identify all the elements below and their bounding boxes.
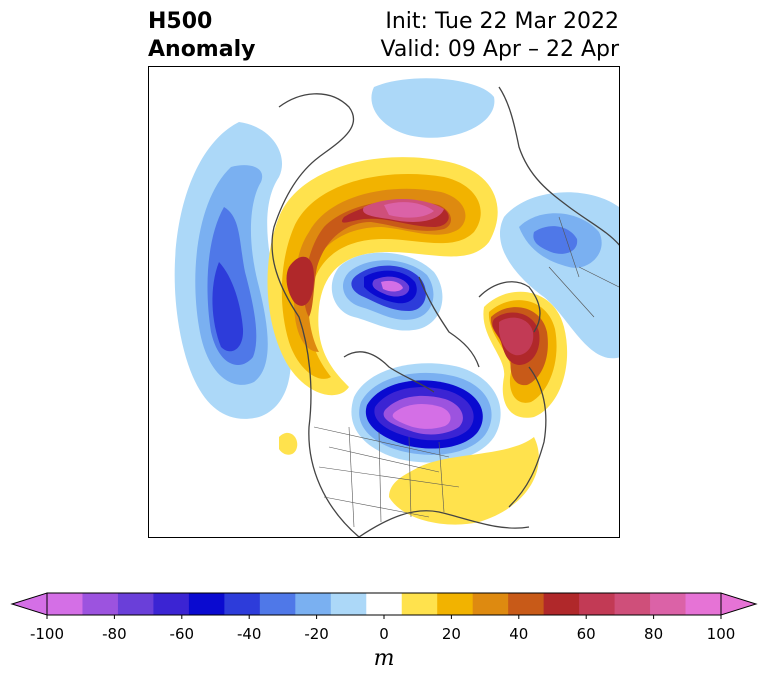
colorbar-swatch [153, 593, 190, 615]
anomaly-arctic-western-canada-high [267, 157, 498, 396]
colorbar-tick-label: 0 [379, 625, 389, 643]
colorbar-extend-low [10, 592, 48, 616]
colorbar-tick-label: -20 [304, 625, 329, 643]
colorbar-tick-label: 100 [706, 625, 736, 643]
anomaly-beaufort-low [331, 252, 443, 331]
chart-title: H500 Anomaly [148, 8, 255, 64]
map-panel [148, 66, 620, 538]
colorbar-tick-label: -80 [102, 625, 127, 643]
colorbar-tick-label: -40 [236, 625, 262, 643]
colorbar-tick-label: 40 [509, 625, 529, 643]
colorbar-swatch [117, 593, 154, 615]
valid-range: Valid: 09 Apr – 22 Apr [380, 37, 620, 62]
colorbar-swatch [330, 593, 367, 615]
colorbar-unit-label: m [373, 646, 395, 671]
colorbar-swatch [437, 593, 474, 615]
colorbar-swatch [650, 593, 687, 615]
colorbar-extend-high [720, 592, 758, 616]
colorbar-swatch [47, 593, 83, 615]
colorbar-swatch [259, 593, 296, 615]
colorbar-swatch [295, 593, 332, 615]
colorbar-swatch [614, 593, 651, 615]
colorbar-swatch [366, 593, 403, 615]
colorbar-swatch [472, 593, 509, 615]
colorbar-swatch [579, 593, 616, 615]
colorbar-swatch [401, 593, 438, 615]
colorbar-swatch [82, 593, 119, 615]
colorbar-swatch [543, 593, 580, 615]
title-line-1: H500 [148, 9, 213, 34]
colorbar-tick-label: 80 [644, 625, 664, 643]
colorbar-swatch [224, 593, 261, 615]
state-borders [313, 216, 619, 528]
colorbar-swatch [188, 593, 225, 615]
date-info: Init: Tue 22 Mar 2022 Valid: 09 Apr – 22… [381, 8, 620, 64]
init-date: Init: Tue 22 Mar 2022 [385, 9, 619, 34]
anomaly-europe-low [371, 78, 619, 359]
colorbar-tick-label: 20 [441, 625, 461, 643]
anomaly-north-pacific-low [174, 122, 291, 419]
anomaly-southeast-us-high [279, 432, 539, 525]
colorbar [10, 592, 758, 619]
anomaly-north-atlantic-high [483, 291, 568, 418]
coastlines [271, 86, 619, 537]
title-line-2: Anomaly [148, 37, 256, 62]
colorbar-swatch [685, 593, 722, 615]
colorbar-tick-label: 60 [576, 625, 596, 643]
colorbar-tick-label: -100 [29, 625, 65, 643]
colorbar-tick-label: -60 [169, 625, 195, 643]
anomaly-eastern-canada-low [351, 363, 501, 463]
colorbar-swatch [508, 593, 545, 615]
anomaly-map [174, 78, 619, 537]
